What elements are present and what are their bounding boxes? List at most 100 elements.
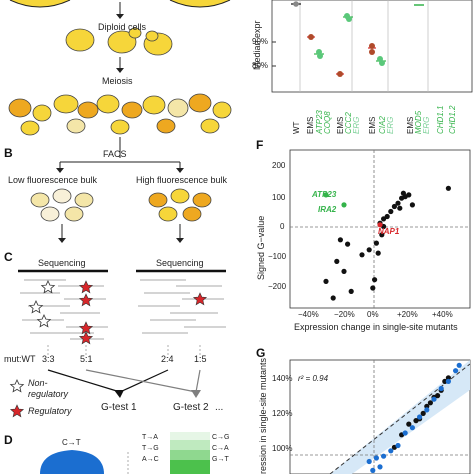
- scatter-point: [375, 250, 381, 256]
- scatter-point: [417, 414, 423, 420]
- diploid-cell: [65, 28, 95, 52]
- scatter-point: [372, 277, 378, 283]
- segregant-cell: [200, 118, 220, 134]
- scatter-point: [424, 403, 430, 409]
- f-ytick-100: 100: [272, 193, 286, 202]
- legend-regulatory-label: Regulatory: [28, 406, 72, 416]
- blue-pie-top: [40, 450, 104, 474]
- f-xtick-minus20: −20%: [334, 310, 355, 319]
- scatter-point: [420, 410, 426, 416]
- arrow-gtest1: [47, 369, 121, 393]
- scatter-point: [438, 385, 444, 392]
- d-sub-ca: C→A: [212, 445, 229, 452]
- scatter-point: [377, 464, 383, 470]
- d-center-sub: C→T: [62, 438, 81, 447]
- f-annotation-ira2: IRA2: [318, 205, 337, 214]
- d-sub-gt: G→T: [212, 456, 229, 463]
- gtest2-label: G-test 2: [173, 402, 209, 413]
- low-bulk-cell: [52, 188, 72, 204]
- ratio-2: 5:1: [80, 354, 93, 364]
- segregant-cell: [212, 101, 232, 119]
- regulatory-star: [78, 280, 94, 294]
- legend-regulatory-star: [9, 404, 25, 418]
- segregant-cell: [167, 98, 189, 118]
- high-bulk-cell: [170, 188, 190, 204]
- regulatory-star-group: [78, 280, 208, 345]
- scatter-point: [445, 375, 451, 381]
- confidence-band: [330, 360, 470, 474]
- scatter-point: [395, 442, 401, 449]
- scatter-point: [409, 425, 415, 431]
- g-ytick-100: 100%: [272, 444, 293, 453]
- g-r2-annotation: r² = 0.94: [298, 374, 329, 383]
- f-xlabel: Expression change in single-site mutants: [294, 322, 458, 332]
- arrow-gtest2: [195, 369, 201, 393]
- scatter-point: [406, 192, 412, 198]
- scatter-point: [427, 400, 433, 406]
- scatter-point: [370, 285, 376, 291]
- f-ytick-minus100: −100: [268, 252, 287, 261]
- e-xtick-label: CHD1.1: [436, 105, 445, 134]
- scatter-point: [366, 247, 372, 253]
- d-sub-cg: C→G: [212, 434, 230, 441]
- panel-letter-f: F: [256, 138, 264, 152]
- high-bulk-cell: [148, 192, 168, 208]
- g-ytick-140: 140%: [272, 374, 293, 383]
- scatter-point: [431, 396, 437, 402]
- low-bulk-cell: [74, 192, 94, 208]
- scatter-point: [379, 232, 385, 238]
- scatter-point: [348, 288, 354, 294]
- panel-d-graphic: [40, 432, 210, 474]
- top-cell-right: [169, 0, 231, 8]
- nonregulatory-star: [28, 300, 44, 314]
- f-xtick-40: +40%: [432, 310, 453, 319]
- scatter-point: [402, 430, 408, 436]
- panel-letter-g: G: [256, 346, 266, 360]
- high-bulk-cell: [182, 206, 202, 222]
- scatter-point: [373, 455, 379, 461]
- scatter-point: [330, 295, 336, 301]
- diploid-cell: [107, 30, 137, 54]
- e-xtick-label: COQ8: [323, 111, 332, 134]
- panel-a-graphic: [8, 0, 232, 136]
- panel-e-frame: [271, 0, 473, 93]
- top-cell-left: [9, 0, 71, 8]
- low-bulk-cell: [30, 192, 50, 208]
- scatter-point: [366, 458, 372, 465]
- ratio-4: 1:5: [194, 354, 207, 364]
- d-sub-ac: A→C: [142, 456, 159, 463]
- segregant-cell: [66, 118, 86, 134]
- scatter-point: [453, 368, 459, 374]
- low-bulk-cell: [64, 206, 84, 222]
- e-xtick-label: EMS: [306, 116, 315, 134]
- scatter-point: [359, 252, 365, 258]
- g-ytick-120: 120%: [272, 409, 293, 418]
- high-fluorescence-label: High fluorescence bulk: [136, 175, 228, 185]
- e-xtick-label: EMS: [368, 116, 377, 134]
- wt-dot: [293, 1, 299, 7]
- scatter-point: [370, 467, 376, 473]
- segregant-cell: [121, 101, 143, 119]
- low-fluorescence-label: Low fluorescence bulk: [8, 175, 98, 185]
- ems-dot: [308, 34, 314, 40]
- scatter-point: [373, 240, 379, 246]
- f-xtick-20: +20%: [397, 310, 418, 319]
- sequencing-left-label: Sequencing: [38, 258, 86, 268]
- e-xtick-label: CHD1.2: [448, 105, 457, 134]
- scatter-point: [388, 448, 394, 454]
- scatter-point: [341, 268, 347, 274]
- regulatory-star: [192, 292, 208, 306]
- arrowhead: [116, 14, 124, 19]
- segregant-cell: [77, 101, 99, 119]
- e-ytick-80: 80%: [252, 61, 269, 70]
- legend-nonregulatory-label-2: regulatory: [28, 389, 69, 399]
- scatter-point: [435, 393, 441, 399]
- scatter-point: [345, 241, 351, 247]
- e-xtick-label: ERG: [422, 116, 431, 134]
- nonregulatory-star-group: [28, 280, 56, 328]
- panel-f-graphic: [289, 149, 471, 309]
- f-annotation-atp23: ATP23: [312, 190, 337, 199]
- d-sub-ta: T→A: [142, 434, 158, 441]
- segregant-cell: [20, 120, 40, 136]
